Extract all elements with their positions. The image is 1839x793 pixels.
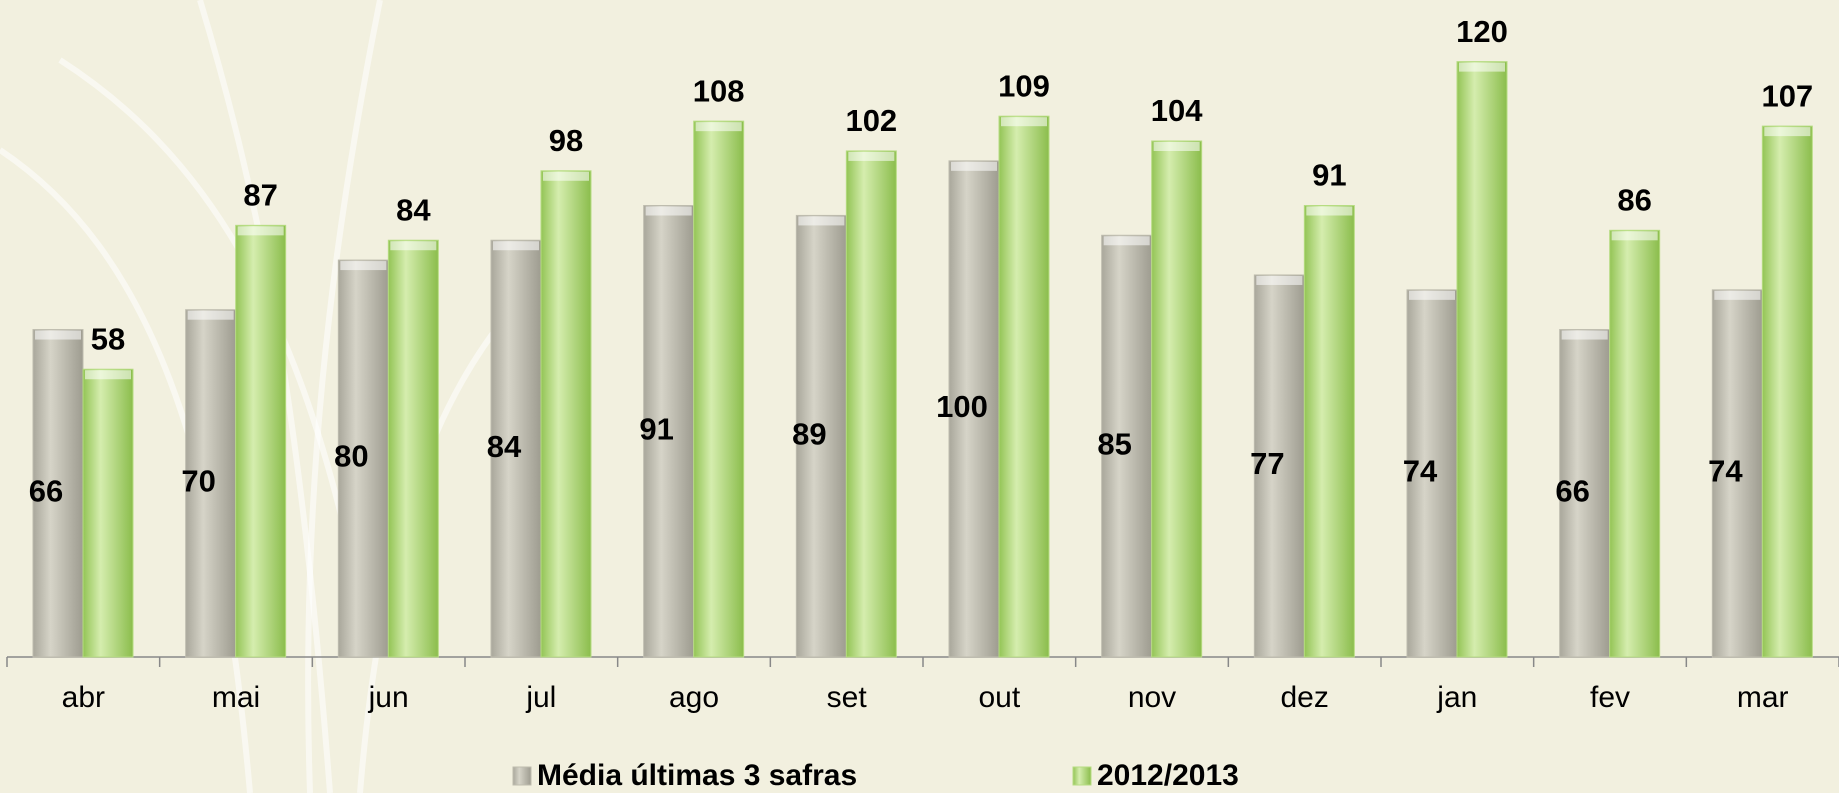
bar bbox=[1303, 205, 1355, 658]
value-label: 66 bbox=[1555, 473, 1589, 508]
legend-swatch bbox=[1072, 766, 1092, 786]
bar bbox=[693, 120, 745, 658]
legend-label: 2012/2013 bbox=[1097, 759, 1239, 792]
bar bbox=[235, 224, 287, 658]
value-label: 70 bbox=[181, 464, 215, 499]
bar bbox=[337, 259, 389, 658]
value-label: 86 bbox=[1617, 182, 1651, 217]
value-label: 87 bbox=[243, 178, 277, 213]
bar bbox=[1151, 140, 1203, 658]
x-tick-label: jan bbox=[1436, 681, 1477, 714]
legend-label: Média últimas 3 safras bbox=[537, 759, 857, 792]
value-label: 66 bbox=[29, 473, 63, 508]
bar-cap bbox=[340, 261, 387, 271]
bar bbox=[32, 329, 84, 658]
bar-cap bbox=[1764, 127, 1811, 137]
bar-cap bbox=[237, 226, 284, 236]
bar bbox=[1101, 234, 1153, 658]
bar-cap bbox=[1714, 290, 1761, 300]
x-tick-label: out bbox=[978, 681, 1020, 714]
bar-cap bbox=[543, 171, 589, 181]
value-label: 107 bbox=[1761, 78, 1813, 113]
value-label: 98 bbox=[549, 123, 583, 158]
bar bbox=[795, 214, 847, 658]
bar bbox=[82, 368, 134, 658]
x-tick-label: fev bbox=[1590, 681, 1630, 714]
bar-cap bbox=[1459, 62, 1505, 72]
bar bbox=[1761, 125, 1813, 658]
bar-cap bbox=[1611, 231, 1658, 241]
bar-cap bbox=[35, 330, 81, 340]
value-label: 84 bbox=[487, 429, 522, 464]
value-label: 80 bbox=[334, 439, 368, 474]
value-label: 108 bbox=[693, 73, 745, 108]
value-label: 120 bbox=[1456, 14, 1508, 49]
value-label: 84 bbox=[396, 192, 431, 227]
bar-cap bbox=[1306, 206, 1353, 216]
bar bbox=[540, 170, 592, 658]
value-label: 74 bbox=[1403, 454, 1438, 489]
legend-swatch bbox=[512, 766, 532, 786]
value-label: 91 bbox=[639, 411, 673, 446]
bar bbox=[1406, 289, 1458, 658]
value-label: 89 bbox=[792, 416, 826, 451]
x-tick-label: jul bbox=[525, 681, 556, 714]
bar-cap bbox=[1409, 290, 1455, 300]
bar bbox=[998, 115, 1050, 658]
bar bbox=[1609, 229, 1661, 658]
bar bbox=[1456, 61, 1508, 658]
x-tick-label: mai bbox=[212, 681, 260, 714]
bar-cap bbox=[695, 122, 742, 132]
value-label: 102 bbox=[845, 103, 897, 138]
bar-cap bbox=[187, 310, 234, 320]
bar bbox=[1559, 329, 1611, 658]
x-tick-label: ago bbox=[669, 681, 719, 714]
bar bbox=[387, 239, 439, 658]
x-tick-label: set bbox=[827, 681, 868, 714]
bar-cap bbox=[848, 151, 895, 161]
bar-cap bbox=[1256, 275, 1303, 285]
bar bbox=[845, 150, 897, 658]
value-label: 85 bbox=[1097, 426, 1131, 461]
bar bbox=[185, 309, 237, 658]
bar-cap bbox=[1153, 142, 1200, 151]
bar-cap bbox=[645, 206, 692, 216]
bar-cap bbox=[798, 216, 845, 226]
bar-cap bbox=[1561, 330, 1608, 340]
bar-cap bbox=[85, 370, 131, 380]
bar-cap bbox=[951, 161, 997, 171]
value-label: 104 bbox=[1151, 93, 1203, 128]
x-tick-label: nov bbox=[1128, 681, 1176, 714]
x-tick-label: mar bbox=[1737, 681, 1789, 714]
value-label: 74 bbox=[1708, 454, 1743, 489]
x-tick-label: abr bbox=[62, 681, 105, 714]
bar bbox=[490, 239, 542, 658]
bar-cap bbox=[493, 241, 539, 251]
value-label: 100 bbox=[936, 389, 988, 424]
bar-cap bbox=[390, 241, 437, 251]
bar bbox=[1711, 289, 1763, 658]
x-tick-label: jun bbox=[368, 681, 409, 714]
bar-cap bbox=[1001, 117, 1047, 127]
value-label: 77 bbox=[1250, 446, 1284, 481]
value-label: 91 bbox=[1312, 158, 1346, 193]
value-label: 109 bbox=[998, 68, 1050, 103]
bar-cap bbox=[1103, 236, 1150, 246]
x-tick-label: dez bbox=[1280, 681, 1328, 714]
bar bbox=[948, 160, 1000, 658]
value-label: 58 bbox=[91, 321, 125, 356]
